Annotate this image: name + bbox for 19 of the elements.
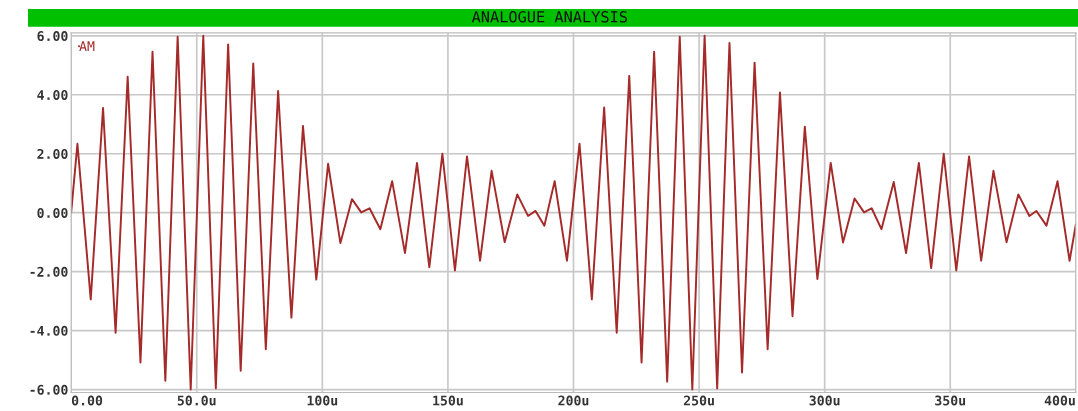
x-tick-label: 400u (1044, 395, 1075, 406)
x-tick-label: 0.00 (71, 395, 103, 406)
y-tick-label: 6.00 (37, 31, 68, 42)
chart-title: ANALOGUE ANALYSIS (471, 11, 627, 23)
y-tick-label: -2.00 (30, 266, 68, 277)
x-tick-label: 250u (683, 395, 714, 406)
y-tick-label: 0.00 (37, 207, 68, 218)
x-tick-label: 100u (307, 395, 338, 406)
x-tick-label: 300u (809, 395, 840, 406)
line-series (71, 34, 1076, 391)
y-tick-label: -4.00 (30, 325, 68, 336)
legend-label: AM (79, 41, 95, 51)
x-tick-label: 350u (935, 395, 966, 406)
y-tick-label: -6.00 (30, 384, 68, 395)
x-tick-label: 150u (433, 395, 463, 406)
x-tick-label: 200u (558, 395, 589, 406)
x-tick-label: 50.0u (177, 395, 216, 406)
y-tick-label: 4.00 (37, 90, 68, 100)
y-tick-label: 2.00 (37, 148, 68, 159)
